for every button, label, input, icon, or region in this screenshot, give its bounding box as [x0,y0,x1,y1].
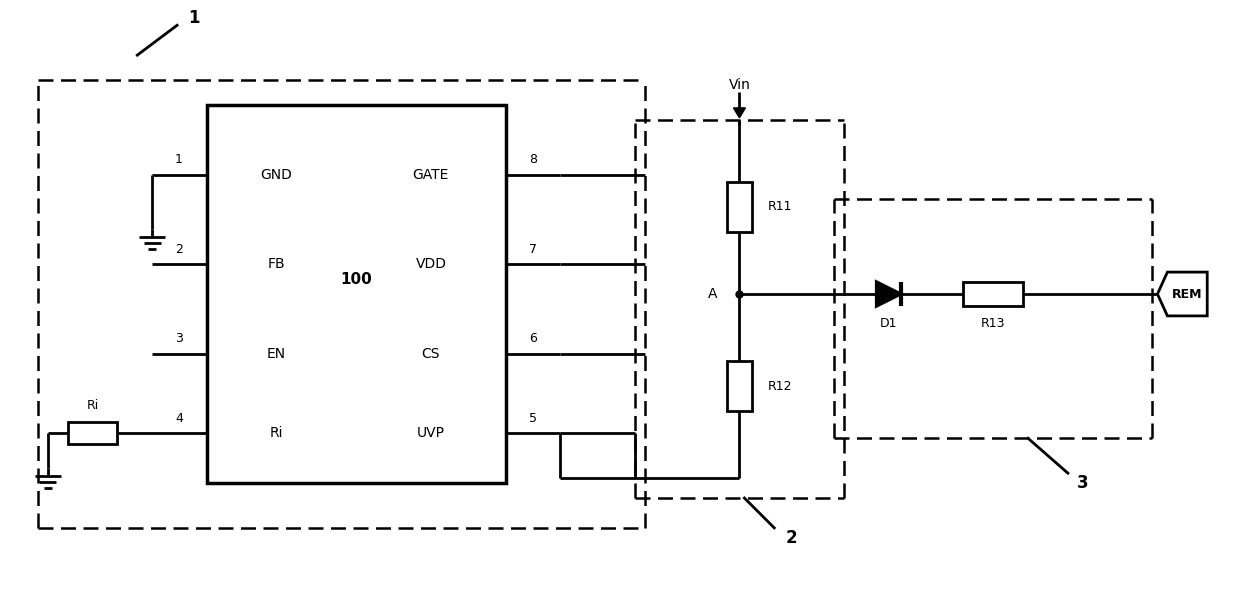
Text: Ri: Ri [270,426,284,441]
Polygon shape [877,282,901,306]
Bar [68,422,118,444]
Text: 5: 5 [529,412,537,425]
Polygon shape [1157,272,1208,316]
Bar [207,105,506,483]
Text: EN: EN [267,347,286,360]
Text: 4: 4 [175,412,184,425]
Text: 8: 8 [529,153,537,166]
Text: 1: 1 [188,9,200,27]
Text: R11: R11 [768,200,792,213]
Text: 1: 1 [175,153,184,166]
Text: Vin: Vin [728,78,750,92]
Text: A: A [708,287,718,301]
Text: 100: 100 [340,272,372,287]
Text: CS: CS [422,347,440,360]
Text: FB: FB [268,257,285,271]
Text: GND: GND [260,167,293,181]
Text: VDD: VDD [415,257,446,271]
Text: REM: REM [1172,287,1203,300]
Text: R13: R13 [981,317,1006,330]
Text: UVP: UVP [417,426,445,441]
Text: GATE: GATE [413,167,449,181]
Text: D1: D1 [880,317,898,330]
Bar [727,182,751,232]
Bar [963,282,1023,306]
Text: 3: 3 [175,332,184,345]
Polygon shape [734,108,745,118]
Text: R12: R12 [768,379,792,392]
Text: Ri: Ri [87,399,99,412]
Text: 6: 6 [529,332,537,345]
Bar [727,361,751,411]
Text: 3: 3 [1078,474,1089,492]
Text: 2: 2 [785,529,797,547]
Text: 2: 2 [175,243,184,256]
Text: 7: 7 [529,243,537,256]
